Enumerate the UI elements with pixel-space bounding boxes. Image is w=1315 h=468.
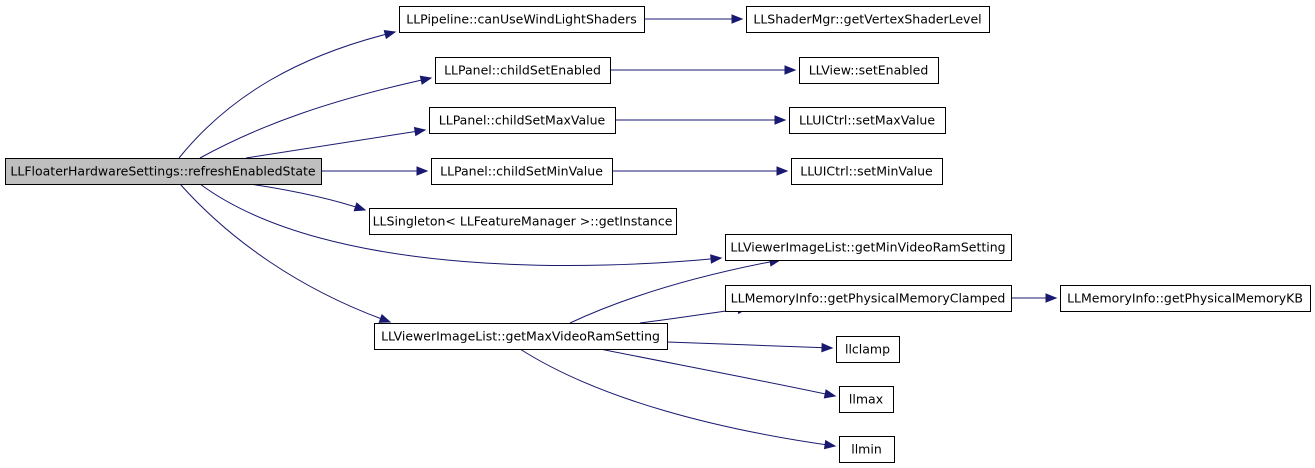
node-box[interactable] — [369, 208, 677, 235]
arrowhead-icon — [710, 254, 723, 264]
node-label: LLPanel::childSetMaxValue — [439, 113, 606, 128]
node-setEnabled[interactable]: LLView::setEnabled — [799, 57, 939, 84]
edge-getMaxVRS-to-llclamp — [666, 341, 834, 353]
edge-refresh-to-childSetMinValue — [321, 166, 429, 176]
node-getMaxVRS[interactable]: LLViewerImageList::getMaxVideoRamSetting — [374, 323, 668, 350]
arrowhead-icon — [776, 166, 789, 176]
node-box[interactable] — [799, 57, 939, 84]
node-box[interactable] — [839, 386, 894, 413]
edge-line — [178, 31, 396, 159]
node-box[interactable] — [836, 336, 900, 363]
node-childSetEnabled[interactable]: LLPanel::childSetEnabled — [435, 57, 611, 84]
edge-refresh-to-childSetEnabled — [199, 75, 433, 159]
node-label: LLViewerImageList::getMaxVideoRamSetting — [381, 329, 660, 344]
node-label: llclamp — [845, 342, 890, 357]
node-label: LLSingleton< LLFeatureManager >::getInst… — [373, 214, 673, 229]
node-box[interactable] — [429, 107, 616, 134]
node-label: LLFloaterHardwareSettings::refreshEnable… — [10, 164, 316, 179]
edge-refresh-to-canUseWL — [178, 29, 397, 159]
node-llmin[interactable]: llmin — [839, 436, 895, 463]
node-getInstance[interactable]: LLSingleton< LLFeatureManager >::getInst… — [369, 208, 677, 235]
edge-refresh-to-getMinVRS — [199, 183, 723, 266]
edge-refresh-to-getInstance — [249, 183, 367, 212]
edge-line — [179, 183, 391, 323]
arrowhead-icon — [821, 342, 834, 353]
arrowhead-icon — [353, 202, 367, 212]
node-label: LLView::setEnabled — [809, 63, 929, 78]
arrowhead-icon — [774, 115, 787, 125]
node-label: LLUICtrl::setMinValue — [800, 164, 933, 179]
arrowhead-icon — [731, 14, 744, 24]
node-label: llmin — [851, 442, 882, 457]
edge-childSetMaxValue-to-setMaxValue — [615, 115, 787, 125]
node-getPMKB[interactable]: LLMemoryInfo::getPhysicalMemoryKB — [1060, 285, 1311, 312]
edge-line — [569, 259, 781, 324]
node-label: LLPipeline::canUseWindLightShaders — [406, 12, 636, 27]
node-llclamp[interactable]: llclamp — [836, 336, 900, 363]
node-getPMC[interactable]: LLMemoryInfo::getPhysicalMemoryClamped — [725, 285, 1012, 312]
node-setMinValue[interactable]: LLUICtrl::setMinValue — [791, 158, 943, 185]
node-canUseWL[interactable]: LLPipeline::canUseWindLightShaders — [399, 6, 645, 33]
node-label: LLViewerImageList::getMinVideoRamSetting — [730, 240, 1005, 255]
edge-line — [199, 77, 432, 159]
edge-line — [666, 341, 833, 349]
node-childSetMaxValue[interactable]: LLPanel::childSetMaxValue — [429, 107, 616, 134]
edges-layer — [178, 14, 1058, 450]
edge-childSetEnabled-to-setEnabled — [610, 65, 797, 75]
node-label: LLPanel::childSetMinValue — [440, 164, 603, 179]
edge-childSetMinValue-to-setMinValue — [612, 166, 789, 176]
edge-line — [599, 348, 836, 397]
edge-refresh-to-childSetMaxValue — [245, 126, 427, 159]
node-llmax[interactable]: llmax — [839, 386, 894, 413]
node-box[interactable] — [435, 57, 611, 84]
node-label: LLPanel::childSetEnabled — [444, 63, 601, 78]
node-box[interactable] — [791, 158, 943, 185]
node-label: LLUICtrl::setMaxValue — [799, 113, 935, 128]
arrowhead-icon — [784, 65, 797, 75]
edge-getMaxVRS-to-llmax — [599, 348, 837, 399]
node-box[interactable] — [5, 158, 322, 185]
node-label: LLMemoryInfo::getPhysicalMemoryClamped — [731, 291, 1006, 306]
node-box[interactable] — [789, 107, 946, 134]
arrowhead-icon — [1045, 293, 1058, 303]
node-label: llmax — [849, 392, 883, 407]
node-setMaxValue[interactable]: LLUICtrl::setMaxValue — [789, 107, 946, 134]
edge-line — [519, 348, 836, 447]
node-box[interactable] — [746, 6, 990, 33]
node-label: LLMemoryInfo::getPhysicalMemoryKB — [1067, 291, 1303, 306]
node-box[interactable] — [725, 234, 1012, 261]
node-childSetMinValue[interactable]: LLPanel::childSetMinValue — [431, 158, 613, 185]
node-refresh[interactable]: LLFloaterHardwareSettings::refreshEnable… — [5, 158, 322, 185]
node-label: LLShaderMgr::getVertexShaderLevel — [753, 12, 981, 27]
edge-refresh-to-getMaxVRS — [179, 183, 392, 323]
arrowhead-icon — [823, 389, 837, 399]
nodes-layer: LLFloaterHardwareSettings::refreshEnable… — [5, 6, 1311, 463]
arrowhead-icon — [823, 439, 837, 450]
node-box[interactable] — [399, 6, 645, 33]
arrowhead-icon — [416, 166, 429, 176]
arrowhead-icon — [419, 75, 433, 85]
node-getVSL[interactable]: LLShaderMgr::getVertexShaderLevel — [746, 6, 990, 33]
edge-canUseWL-to-getVSL — [644, 14, 744, 24]
arrowhead-icon — [378, 313, 392, 323]
node-box[interactable] — [839, 436, 895, 463]
edge-getMaxVRS-to-llmin — [519, 348, 837, 450]
edge-getPMC-to-getPMKB — [1011, 293, 1058, 303]
node-box[interactable] — [431, 158, 613, 185]
node-box[interactable] — [725, 285, 1012, 312]
edge-line — [245, 129, 426, 159]
node-box[interactable] — [374, 323, 668, 350]
arrowhead-icon — [413, 126, 427, 137]
arrowhead-icon — [383, 29, 397, 40]
edge-line — [199, 183, 722, 266]
node-box[interactable] — [1060, 285, 1311, 312]
node-getMinVRS[interactable]: LLViewerImageList::getMinVideoRamSetting — [725, 234, 1012, 261]
edge-line — [249, 183, 366, 211]
